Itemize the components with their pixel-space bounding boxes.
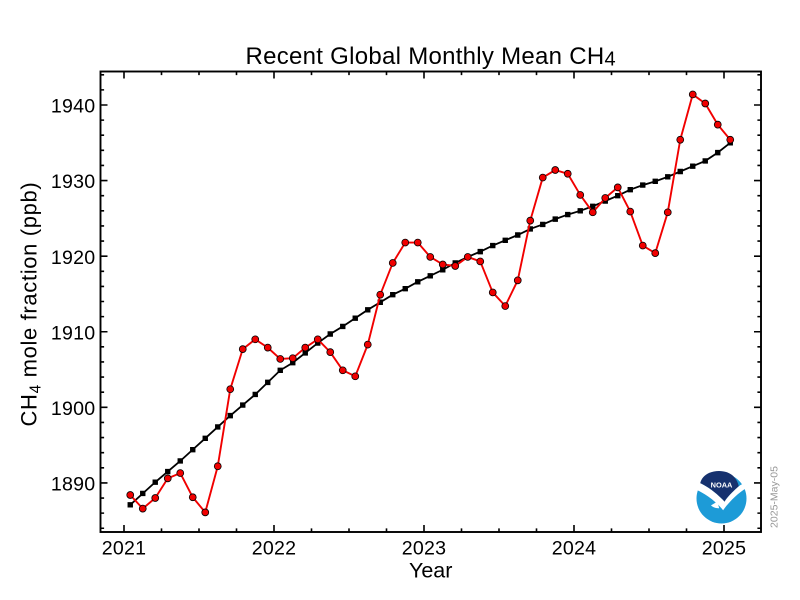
svg-text:1930: 1930 bbox=[51, 171, 95, 193]
svg-text:1890: 1890 bbox=[51, 474, 95, 496]
svg-text:2025: 2025 bbox=[702, 538, 746, 560]
svg-text:1920: 1920 bbox=[51, 247, 95, 269]
svg-text:NOAA: NOAA bbox=[711, 481, 733, 490]
svg-text:2023: 2023 bbox=[402, 538, 446, 560]
svg-text:2022: 2022 bbox=[252, 538, 296, 560]
svg-text:Year: Year bbox=[409, 558, 452, 582]
svg-text:2025-May-05: 2025-May-05 bbox=[769, 466, 781, 528]
svg-text:Recent Global Monthly Mean CH4: Recent Global Monthly Mean CH4 bbox=[246, 43, 616, 70]
svg-text:2024: 2024 bbox=[552, 538, 596, 560]
svg-text:2021: 2021 bbox=[102, 538, 146, 560]
svg-text:1900: 1900 bbox=[51, 398, 95, 420]
svg-text:1940: 1940 bbox=[51, 96, 95, 118]
svg-text:1910: 1910 bbox=[51, 322, 95, 344]
